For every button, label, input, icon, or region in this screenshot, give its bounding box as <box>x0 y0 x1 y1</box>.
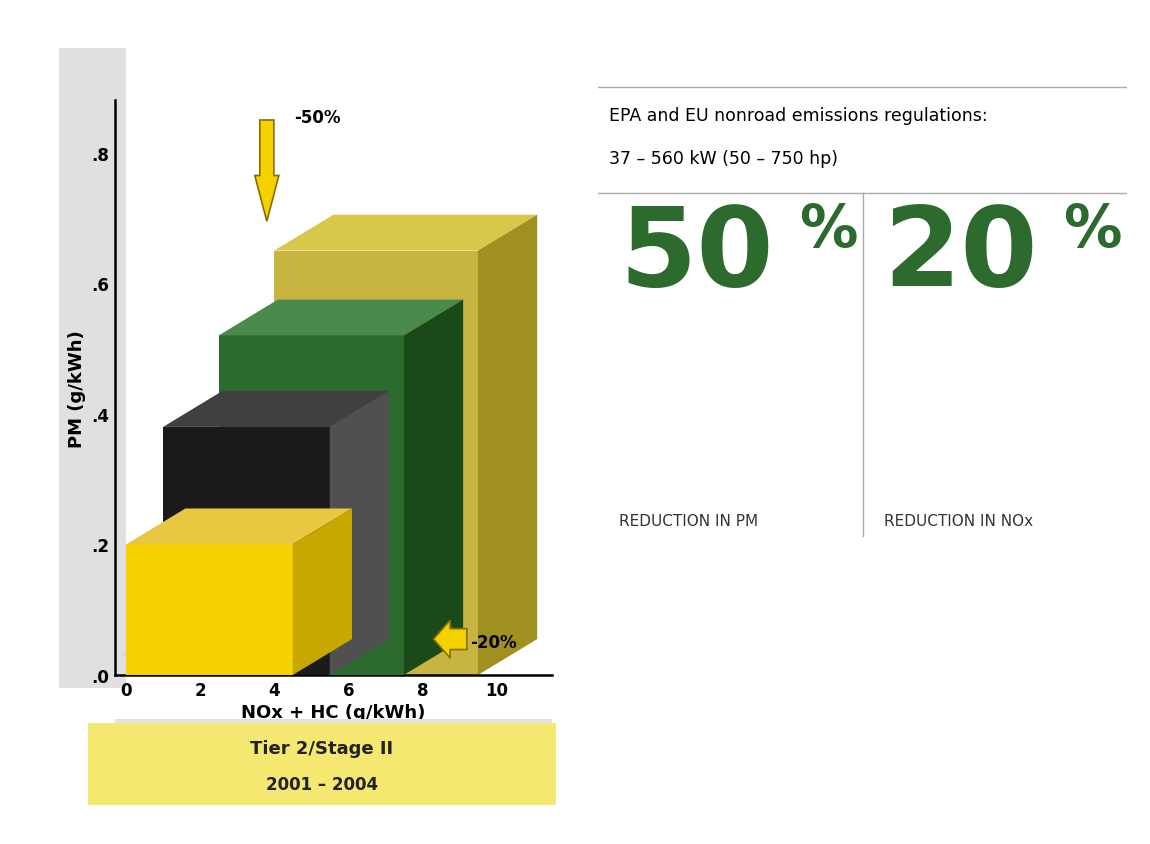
Polygon shape <box>293 509 352 675</box>
Polygon shape <box>330 392 389 675</box>
Polygon shape <box>274 215 537 252</box>
Y-axis label: PM (g/kWh): PM (g/kWh) <box>68 329 86 447</box>
Text: %: % <box>799 202 858 258</box>
FancyArrow shape <box>255 121 279 222</box>
Text: -50%: -50% <box>294 109 342 127</box>
Polygon shape <box>218 300 463 336</box>
Polygon shape <box>478 215 537 675</box>
FancyArrow shape <box>434 620 467 658</box>
X-axis label: NOx + HC (g/kWh): NOx + HC (g/kWh) <box>242 703 426 721</box>
Polygon shape <box>163 392 389 427</box>
FancyBboxPatch shape <box>60 49 126 688</box>
Polygon shape <box>218 336 404 675</box>
Text: 2001 – 2004: 2001 – 2004 <box>266 776 378 793</box>
Polygon shape <box>126 509 352 544</box>
Text: 50: 50 <box>619 202 774 309</box>
Text: -20%: -20% <box>470 634 518 652</box>
Polygon shape <box>126 544 293 675</box>
Polygon shape <box>404 300 463 675</box>
Text: REDUCTION IN PM: REDUCTION IN PM <box>619 513 758 528</box>
Polygon shape <box>274 252 478 675</box>
Text: %: % <box>1064 202 1122 258</box>
Text: 20: 20 <box>883 202 1038 309</box>
Text: EPA and EU nonroad emissions regulations:: EPA and EU nonroad emissions regulations… <box>608 106 987 125</box>
Text: REDUCTION IN NOx: REDUCTION IN NOx <box>883 513 1033 528</box>
Text: 37 – 560 kW (50 – 750 hp): 37 – 560 kW (50 – 750 hp) <box>608 150 837 168</box>
Polygon shape <box>163 427 330 675</box>
FancyBboxPatch shape <box>115 719 552 750</box>
FancyBboxPatch shape <box>87 723 557 804</box>
Text: Tier 2/Stage II: Tier 2/Stage II <box>251 739 393 757</box>
